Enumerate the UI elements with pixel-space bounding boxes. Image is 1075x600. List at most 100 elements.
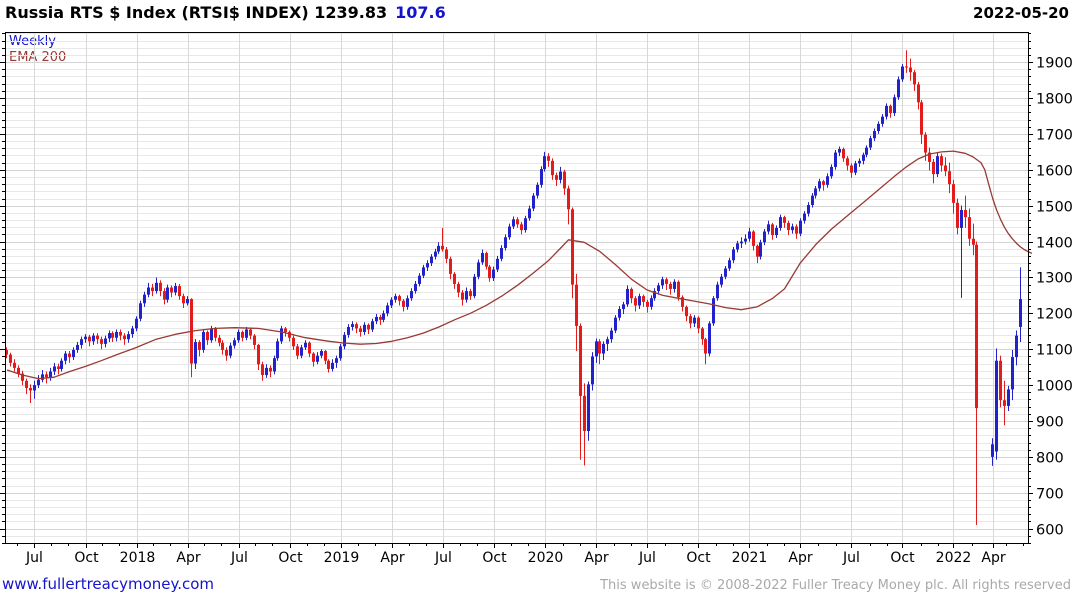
candle-up (748, 231, 751, 239)
candle-up (716, 284, 719, 299)
candle-up (936, 156, 939, 175)
candle-down (182, 296, 185, 304)
candle-up (693, 317, 696, 324)
candle-down (308, 342, 311, 354)
candle-down (842, 148, 845, 159)
candle-up (854, 163, 857, 173)
candle-up (394, 296, 397, 300)
candle-up (838, 148, 841, 153)
candle-up (104, 338, 107, 344)
candle-up (343, 334, 346, 347)
candle-up (661, 279, 664, 286)
chart-title-text: Russia RTS $ Index (RTSI$ INDEX) 1239.83 (5, 3, 388, 22)
candle-up (233, 340, 236, 346)
candle-up (500, 248, 503, 259)
candle-up (49, 371, 52, 378)
candle-up (536, 184, 539, 196)
candle-down (88, 336, 91, 342)
candle-down (575, 284, 578, 326)
candle-down (111, 333, 114, 338)
candle-up (512, 219, 515, 227)
candle-down (917, 84, 920, 103)
candle-up (245, 329, 248, 338)
candle-up (473, 276, 476, 297)
candle-up (194, 342, 197, 364)
y-axis-label: 1000 (1036, 379, 1073, 395)
candle-up (807, 204, 810, 214)
candle-down (163, 291, 166, 300)
candle-down (928, 152, 931, 162)
candle-down (17, 367, 20, 374)
candle-up (210, 328, 213, 341)
candle-down (119, 331, 122, 336)
x-axis-label: Oct (278, 550, 303, 566)
candle-down (206, 331, 209, 341)
candle-up (351, 324, 354, 327)
candle-up (606, 339, 609, 344)
candle-down (520, 224, 523, 231)
candle-up (657, 285, 660, 292)
candle-down (221, 342, 224, 350)
candle-down (701, 328, 704, 340)
footer-site-link[interactable]: www.fullertreacymoney.com (2, 575, 215, 593)
x-axis-label: Jul (230, 550, 248, 566)
candle-down (178, 286, 181, 297)
y-axis-label: 600 (1036, 523, 1064, 539)
candle-up (591, 356, 594, 385)
candle-down (284, 328, 287, 332)
ema-line-layer (6, 150, 1033, 380)
candle-up (960, 209, 963, 228)
x-axis-label: Jul (25, 550, 43, 566)
candle-down (441, 245, 444, 250)
candle-up (897, 79, 900, 98)
candle-down (9, 354, 12, 363)
candle-up (406, 298, 409, 307)
candle-up (72, 349, 75, 358)
candle-up (818, 181, 821, 189)
candle-up (524, 218, 527, 231)
candle-down (909, 67, 912, 73)
candle-up (300, 347, 303, 356)
candle-up (382, 313, 385, 320)
candle-down (516, 219, 519, 225)
x-axis-label: Oct (74, 550, 99, 566)
candle-up (834, 152, 837, 167)
candle-up (543, 156, 546, 170)
candle-down (551, 160, 554, 176)
candle-up (84, 336, 87, 340)
x-axis-label: 2019 (324, 550, 360, 566)
candle-down (795, 226, 798, 234)
x-axis-label: Apr (380, 550, 404, 566)
candle-up (724, 268, 727, 277)
candle-down (151, 287, 154, 292)
candle-up (60, 360, 63, 369)
candle-up (143, 294, 146, 304)
candle-down (771, 224, 774, 236)
candle-down (398, 296, 401, 301)
candle-up (673, 281, 676, 289)
candle-up (901, 66, 904, 80)
candle-down (956, 202, 959, 228)
y-axis-label: 1700 (1036, 128, 1073, 144)
candle-up (791, 226, 794, 231)
candle-up (76, 344, 79, 350)
x-axis-label: Oct (482, 550, 507, 566)
candle-down (920, 102, 923, 135)
candle-down (952, 184, 955, 203)
candle-up (826, 176, 829, 185)
candle-up (127, 334, 130, 340)
y-axis-label: 1500 (1036, 200, 1073, 216)
candle-up (202, 331, 205, 350)
candle-up (390, 299, 393, 306)
candle-up (273, 358, 276, 372)
candle-down (752, 231, 755, 246)
x-axis-label: Apr (176, 550, 200, 566)
candle-up (763, 231, 766, 243)
candle-down (461, 292, 464, 300)
candle-up (37, 379, 40, 386)
candle-up (320, 351, 323, 356)
y-axis-label: 900 (1036, 415, 1064, 431)
candle-up (1007, 389, 1010, 406)
candle-down (312, 353, 315, 362)
